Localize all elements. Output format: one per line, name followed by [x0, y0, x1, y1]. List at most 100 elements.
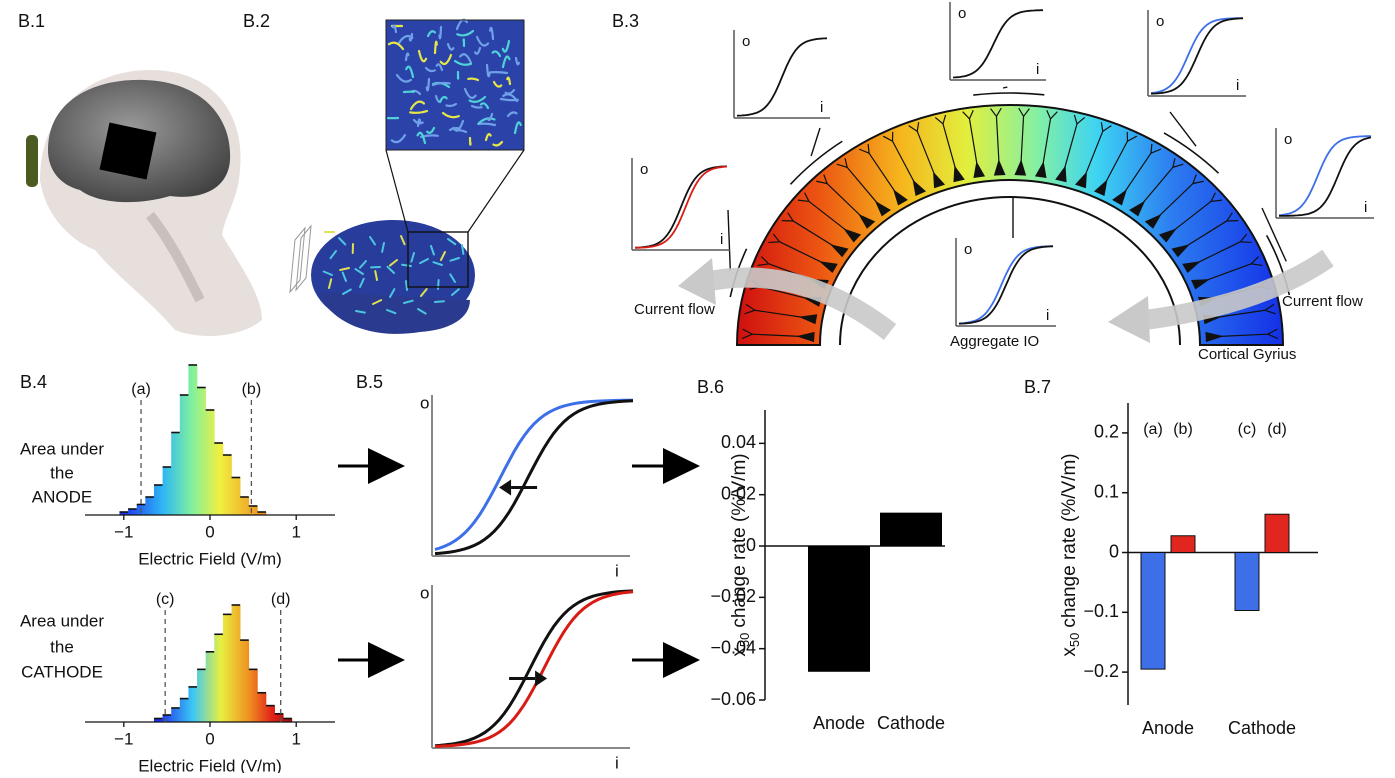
streak [501, 99, 518, 100]
histogram-bar [154, 485, 163, 515]
histogram-bar [214, 634, 223, 722]
io-axis-label: i [1236, 77, 1239, 94]
y-axis-label: x50change rate (%/V/m) [1059, 453, 1082, 656]
x-tick-label: Anode [1142, 718, 1194, 738]
gyrus-connector [811, 128, 820, 156]
x-tick-label: 1 [291, 729, 300, 748]
shift-arrow-head [499, 480, 511, 496]
io-axis-label: i [820, 99, 823, 116]
gyrus-connector [1170, 112, 1196, 146]
electrode-patch [100, 123, 157, 180]
bar [1141, 553, 1165, 670]
io-curve [1151, 18, 1243, 93]
gyrus-connector [728, 210, 730, 271]
panel-label: B.5 [356, 372, 383, 392]
histogram-bar [128, 509, 137, 515]
bar-label: (c) [1238, 421, 1257, 438]
histogram-bar [223, 614, 232, 722]
io-axis-label: o [742, 33, 750, 50]
histogram-bar [232, 605, 241, 722]
io-curve [435, 591, 633, 746]
streak [478, 124, 495, 125]
y-tick-label: 0.2 [1094, 422, 1119, 442]
histogram-bar [257, 693, 266, 722]
current-arrow-head [1108, 296, 1150, 343]
histogram-bar [163, 715, 172, 722]
side-label: ANODE [32, 487, 92, 506]
histogram-bar [249, 506, 258, 515]
histogram-bar [206, 410, 215, 515]
current-arrow-head [678, 258, 716, 305]
side-label: the [50, 637, 74, 656]
panel-label: B.4 [20, 372, 47, 392]
io-axis-label: i [1364, 199, 1367, 216]
x-tick-label: 0 [205, 729, 214, 748]
io-axis-label: o [420, 583, 429, 602]
histogram-bar [266, 706, 275, 722]
streak [406, 281, 407, 290]
io-axis-label: o [1284, 131, 1292, 148]
io-axis-label: o [420, 393, 429, 412]
y-axis-label-part: x [1059, 647, 1080, 657]
annotation: Current flow [634, 301, 715, 318]
histogram-bar [206, 652, 215, 722]
arrow-head [368, 448, 405, 484]
x-axis-label: Electric Field (V/m) [138, 756, 282, 773]
panel-label: B.3 [612, 11, 639, 31]
x-tick-label: 0 [205, 522, 214, 541]
io-axis-label: i [1046, 307, 1049, 324]
inset-connector [386, 150, 408, 232]
histogram-bar [180, 395, 189, 515]
electrode-outline [290, 226, 311, 292]
x-axis-label: Electric Field (V/m) [138, 549, 282, 568]
side-label: CATHODE [21, 662, 103, 681]
y-tick-label: 0.1 [1094, 481, 1119, 501]
io-axis-label: o [1156, 13, 1164, 30]
histogram-bar [240, 497, 249, 515]
histogram-bar [180, 699, 189, 722]
histogram-bar [145, 497, 154, 515]
io-curve [435, 592, 633, 747]
gyrus-connector [1003, 87, 1007, 88]
bar [880, 513, 942, 546]
x-tick-label: Cathode [877, 713, 945, 733]
inset-connector [468, 150, 524, 232]
histogram-bar [163, 467, 172, 515]
arrow-head [663, 642, 700, 678]
marker-label: (a) [131, 381, 151, 398]
io-curve [959, 246, 1053, 323]
bar [1235, 553, 1259, 611]
io-curve [635, 166, 727, 247]
io-axis-label: i [1036, 61, 1039, 78]
io-axis-label: i [615, 561, 619, 580]
x-tick-label: 1 [291, 522, 300, 541]
y-tick-label: −0.2 [1083, 661, 1119, 681]
marker-label: (c) [156, 591, 175, 608]
side-label: the [50, 463, 74, 482]
flow-arrows [338, 448, 700, 678]
histogram-bar [240, 640, 249, 722]
io-axis-label: i [720, 231, 723, 248]
x-tick-label: Anode [813, 713, 865, 733]
bar-label: (d) [1267, 421, 1287, 438]
histogram-bar [171, 708, 180, 722]
histogram-bar [197, 388, 206, 516]
x-tick-label: Cathode [1228, 718, 1296, 738]
gyrus-segment [973, 93, 1044, 95]
bar-label: (b) [1173, 421, 1193, 438]
arrow-head [663, 448, 700, 484]
annotation: Current flow [1282, 293, 1363, 310]
io-axis-label: o [958, 5, 966, 22]
x-tick-label: −1 [114, 729, 133, 748]
x-tick-label: −1 [114, 522, 133, 541]
io-axis-label: i [615, 753, 619, 772]
io-curve [435, 400, 633, 549]
y-axis-label-part: x [729, 647, 750, 657]
io-axis-label: o [640, 161, 648, 178]
histogram-bar [275, 714, 284, 722]
panel-label: B.1 [18, 11, 45, 31]
io-curve [737, 38, 827, 115]
y-tick-label: −0.1 [1083, 601, 1119, 621]
